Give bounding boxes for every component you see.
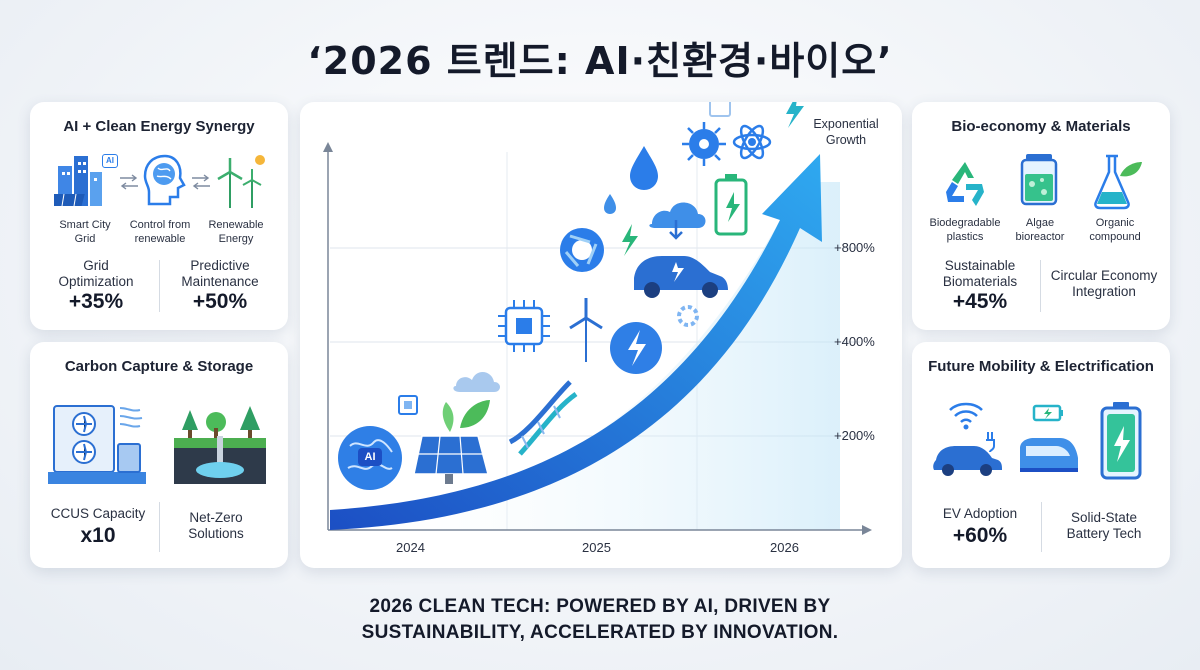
divider	[159, 260, 160, 312]
x-tick-label: 2025	[582, 540, 611, 555]
algae-bioreactor-icon	[1020, 154, 1058, 206]
stat-label: Grid Optimization	[58, 258, 134, 289]
stat-label: Sustainable Biomaterials	[942, 258, 1018, 289]
mobility-card-title: Future Mobility & Electrification	[928, 358, 1154, 375]
gear-icon	[677, 305, 699, 327]
stat-label: CCUS Capacity	[50, 506, 146, 521]
underground-storage-icon	[174, 406, 266, 484]
caption-smart-city: Smart City Grid	[59, 219, 111, 245]
ai-energy-card-title: AI + Clean Energy Synergy	[63, 118, 255, 135]
caption-algae: Algae bioreactor	[1015, 217, 1065, 243]
recycle-icon	[946, 162, 984, 206]
cloud-download-icon	[649, 202, 706, 240]
chip-icon	[398, 395, 418, 415]
battery-icon	[714, 174, 748, 236]
wind-turbine-icon	[217, 155, 265, 208]
arrows-icon	[192, 174, 210, 190]
caption-organic: Organic compound	[1089, 217, 1141, 243]
mobility-card: Future Mobility & Electrification EV Ado…	[912, 342, 1170, 568]
ai-circuit-icon	[498, 300, 550, 352]
stat-value: +45%	[952, 290, 1008, 313]
capture-unit-icon	[48, 405, 146, 484]
brain-badge: AI	[364, 451, 376, 463]
divider	[159, 502, 160, 552]
small-battery-icon	[709, 102, 731, 117]
y-tick-label: +200%	[834, 428, 875, 443]
wind-turbine-icon	[569, 298, 603, 362]
caption-renewable: Renewable Energy	[208, 219, 264, 245]
bolt-icon	[786, 102, 804, 128]
stat-value: x10	[80, 524, 116, 547]
flask-plant-icon	[1094, 154, 1142, 210]
energy-processor-icon	[610, 322, 662, 374]
stat-label: Predictive Maintenance	[181, 258, 259, 289]
y-axis-arrow	[323, 142, 333, 152]
y-tick-label: +800%	[834, 240, 875, 255]
x-tick-label: 2024	[396, 540, 425, 555]
ai-energy-card: AI + Clean Energy Synergy AI Smart City …	[30, 102, 288, 330]
electric-car-icon	[634, 256, 728, 298]
stat-label: Solid-State Battery Tech	[1066, 510, 1142, 541]
ai-brain-icon	[338, 426, 402, 490]
carbon-card-title: Carbon Capture & Storage	[64, 358, 254, 375]
atom-icon	[732, 124, 772, 160]
swirl-icon	[560, 228, 604, 272]
footer-line-1: 2026 CLEAN TECH: POWERED BY AI, DRIVEN B…	[369, 596, 831, 617]
x-tick-label: 2026	[770, 540, 799, 555]
cloud-icon	[453, 371, 500, 392]
bio-economy-card: Bio-economy & Materials Biodegradable pl…	[912, 102, 1170, 330]
growth-label: Exponential Growth	[813, 117, 879, 147]
divider	[1040, 260, 1041, 312]
x-axis-arrow	[862, 525, 872, 535]
water-drop-icon	[604, 146, 658, 214]
stat-label: Circular Economy Integration	[1050, 268, 1158, 299]
growth-chart-card: Exponential Growth +800% +400% +200% 202…	[300, 102, 902, 568]
network-icon	[682, 122, 726, 166]
arrows-icon	[120, 174, 138, 190]
stat-value: +50%	[192, 290, 248, 313]
caption-bioplastics: Biodegradable plastics	[929, 217, 1001, 243]
y-tick-label: +400%	[834, 334, 875, 349]
carbon-capture-card: Carbon Capture & Storage CCUS Capacity x…	[30, 342, 288, 568]
divider	[1041, 502, 1042, 552]
high-speed-train-icon	[1020, 404, 1078, 472]
stat-value: +35%	[68, 290, 124, 313]
stat-label: EV Adoption	[942, 506, 1018, 521]
brain-head-icon	[143, 154, 186, 206]
solar-panel-icon	[413, 400, 490, 484]
stat-value: +60%	[952, 524, 1008, 547]
growth-chart	[323, 102, 872, 535]
growth-arrow	[330, 154, 822, 530]
caption-control: Control from renewable	[129, 219, 191, 245]
footer-line-2: SUSTAINABILITY, ACCELERATED BY INNOVATIO…	[361, 622, 839, 643]
dna-icon	[508, 380, 578, 456]
ai-chip-icon: AI	[102, 154, 118, 168]
page-title: ‘2026 트렌드: AI·친환경·바이오’	[307, 39, 893, 83]
bolt-icon	[622, 224, 638, 256]
stat-label: Net-Zero Solutions	[188, 510, 244, 541]
connected-ev-icon	[933, 402, 1002, 476]
solid-state-battery-icon	[1100, 402, 1142, 480]
bio-card-title: Bio-economy & Materials	[951, 118, 1131, 135]
smart-city-icon	[54, 156, 102, 207]
